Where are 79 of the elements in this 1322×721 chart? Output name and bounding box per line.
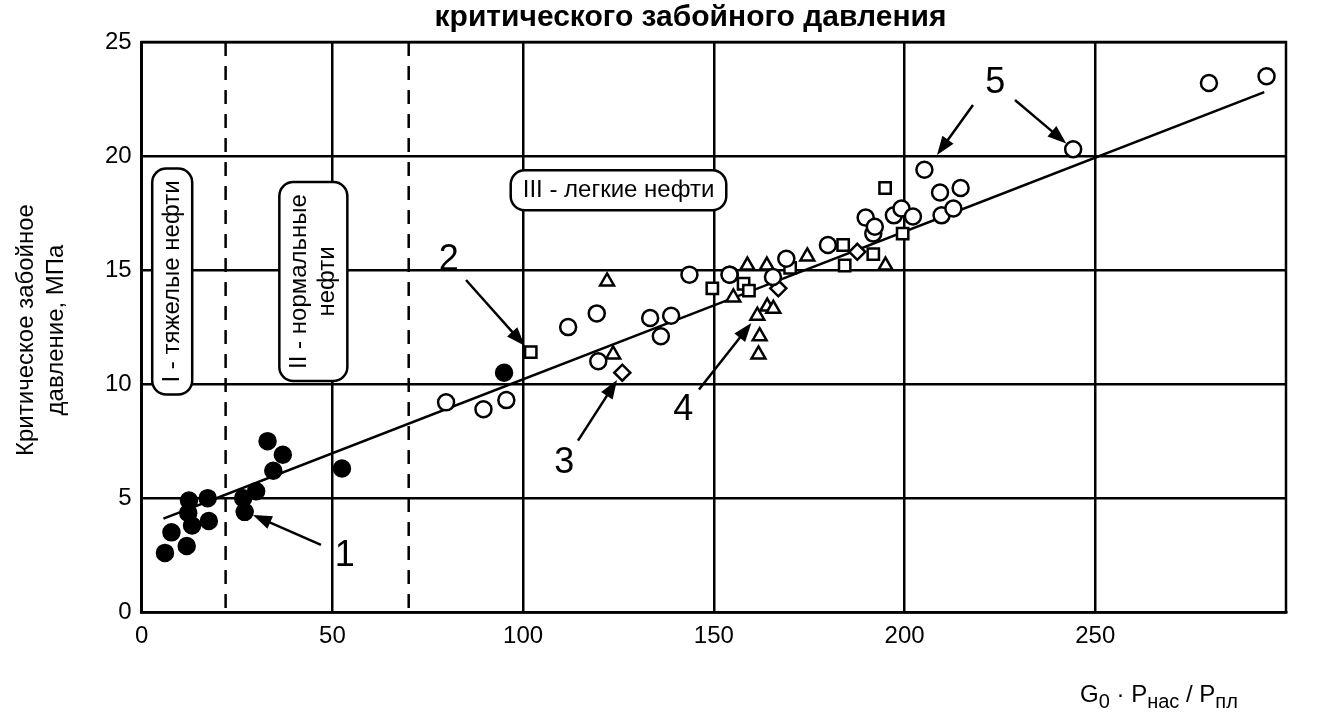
point (878, 181, 893, 195)
point (725, 288, 742, 303)
y-tick-label: 20 (104, 140, 132, 168)
point (799, 247, 816, 262)
y-tick-label: 0 (118, 596, 132, 624)
x-tick-label: 0 (135, 621, 149, 649)
point (865, 217, 885, 236)
point (777, 249, 796, 268)
point (246, 482, 266, 501)
point (680, 265, 699, 284)
point (944, 199, 963, 218)
y-tick-label: 5 (118, 482, 132, 510)
point (915, 160, 934, 179)
point (587, 304, 606, 323)
point (177, 536, 196, 556)
point (818, 235, 838, 255)
y-tick-label: 25 (104, 26, 132, 54)
point (651, 326, 671, 346)
point (739, 256, 756, 271)
point (758, 256, 776, 271)
point (705, 281, 720, 296)
point (474, 399, 493, 419)
point (198, 488, 217, 508)
point (1257, 66, 1276, 86)
point (613, 363, 632, 382)
point (837, 258, 852, 273)
annotation: 5 (985, 60, 1006, 102)
point (598, 272, 616, 287)
point (750, 345, 767, 360)
x-tick-label: 250 (1075, 621, 1116, 649)
point (258, 431, 277, 451)
point (497, 390, 516, 410)
point (494, 363, 514, 382)
point (720, 265, 739, 284)
point (332, 459, 352, 478)
point (836, 238, 851, 252)
point (763, 267, 783, 287)
point (558, 317, 578, 337)
point (1063, 139, 1083, 159)
point (848, 242, 867, 262)
point (199, 511, 219, 531)
x-tick-label: 100 (503, 621, 544, 649)
point (604, 345, 622, 360)
point (895, 226, 910, 241)
point (765, 299, 782, 315)
point (589, 352, 608, 371)
x-tick-label: 200 (884, 621, 925, 649)
annotation: 1 (334, 532, 355, 574)
point (273, 445, 293, 465)
point (930, 183, 950, 202)
point (233, 488, 253, 508)
point (903, 207, 923, 226)
point (155, 543, 175, 563)
point (749, 306, 766, 321)
point (751, 326, 768, 342)
point (640, 308, 660, 328)
point (742, 283, 756, 298)
annotation: 3 (554, 439, 575, 481)
annotation: III - легкие нефти (522, 174, 715, 202)
x-tick-label: 150 (693, 621, 734, 649)
annotation: I - тяжелые нефти (156, 180, 184, 383)
chart-title: критического забойного давления (434, 0, 947, 33)
y-tick-label: 15 (104, 254, 132, 282)
x-axis-title: G$_{0}$ · P$_{нас}$ / P$_{пл}$ (1080, 680, 1238, 713)
y-tick-label: 10 (104, 368, 132, 396)
annotation: 4 (673, 386, 694, 428)
point (1199, 73, 1219, 93)
x-tick-label: 50 (319, 621, 346, 649)
point (182, 516, 202, 535)
point (951, 178, 970, 198)
point (436, 393, 456, 412)
point (661, 306, 681, 325)
point (866, 247, 881, 262)
point (877, 256, 894, 271)
point (264, 461, 283, 481)
point (162, 523, 181, 542)
point (523, 345, 538, 360)
annotation: II - нормальные нефти (283, 194, 339, 369)
y-axis-title: Критическое забойное давление, МПа (10, 203, 69, 458)
